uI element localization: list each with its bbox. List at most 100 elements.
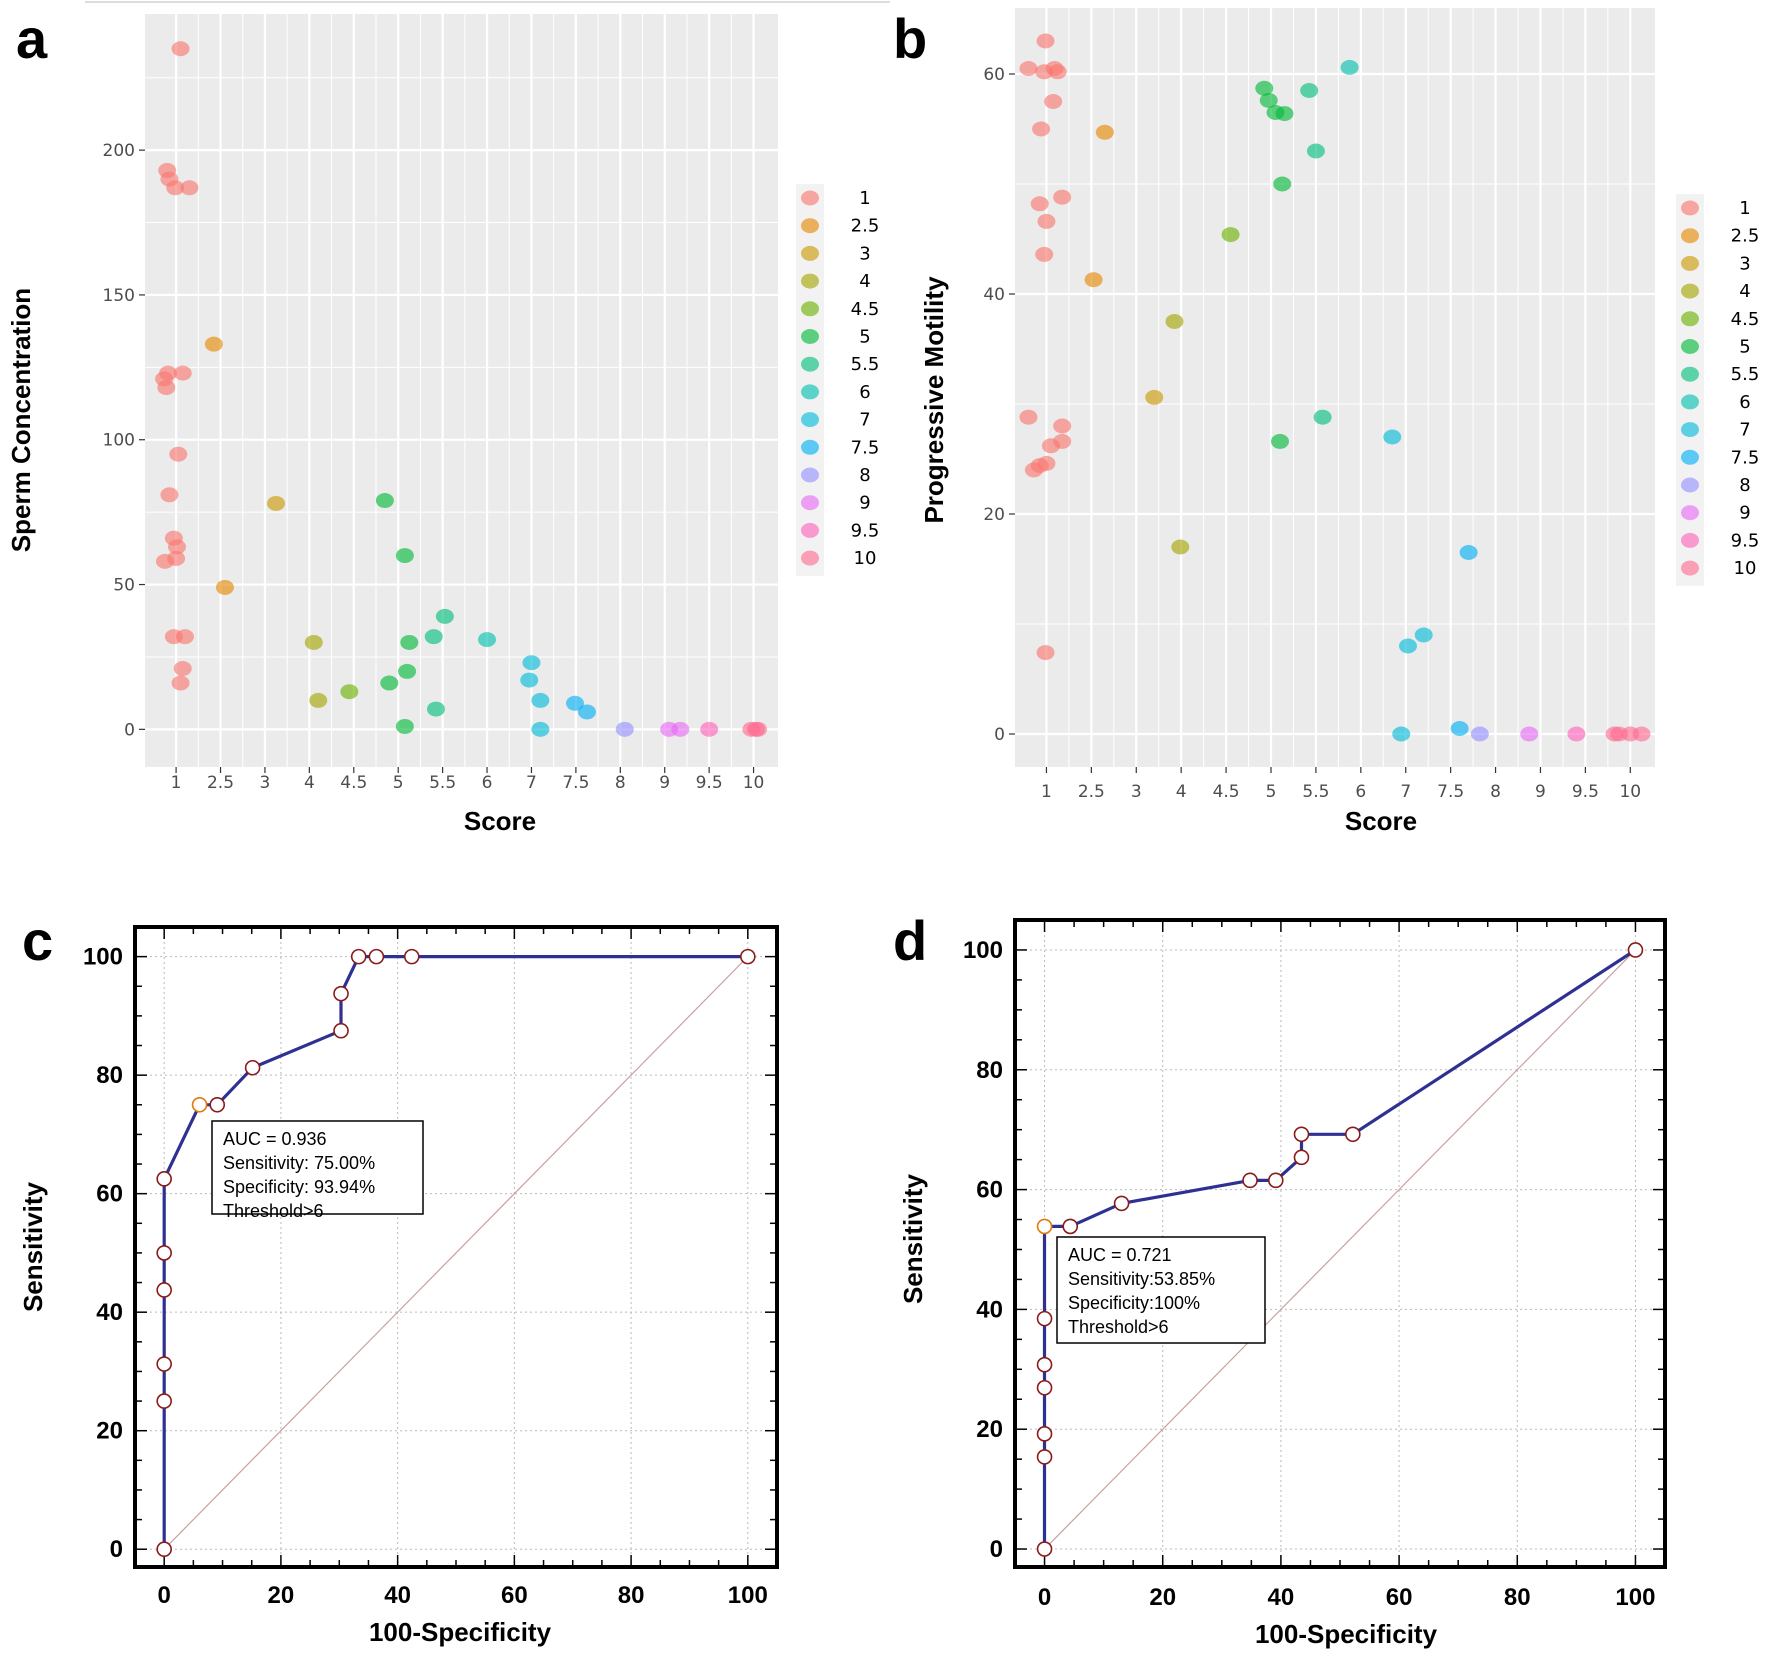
y-tick-label: 100 [103, 431, 135, 451]
x-tick-label: 6 [482, 773, 493, 793]
roc-point [156, 1171, 172, 1187]
roc-point [156, 1541, 172, 1558]
roc-point [403, 948, 420, 965]
data-point [520, 672, 539, 688]
legend-key [1681, 311, 1699, 327]
optimal-point [191, 1096, 208, 1113]
legend-key [1681, 422, 1699, 438]
x-tick-label: 60 [1386, 1584, 1413, 1611]
legend-label: 9.5 [851, 520, 880, 541]
data-point [1632, 726, 1651, 742]
plot-background [1015, 8, 1655, 767]
y-tick-label: 200 [103, 141, 135, 161]
data-point [398, 663, 417, 679]
data-point [173, 661, 192, 677]
roc-point [156, 1356, 172, 1372]
data-point [1035, 246, 1054, 262]
x-axis-title: 100-Specificity [1255, 1619, 1438, 1649]
legend-label: 7 [1739, 420, 1750, 441]
legend-label: 1 [859, 188, 870, 209]
x-axis-title: Score [464, 806, 536, 836]
roc-point [350, 948, 367, 965]
x-tick-label: 9.5 [696, 773, 723, 793]
y-tick-label: 60 [976, 1177, 1003, 1204]
data-point [1053, 189, 1072, 205]
data-point [531, 692, 550, 708]
roc-point [1036, 1426, 1053, 1442]
legend-key [801, 439, 819, 455]
legend-key [801, 329, 819, 344]
y-tick-label: 0 [994, 725, 1005, 745]
data-point [171, 41, 190, 57]
y-tick-label: 100 [83, 944, 123, 971]
legend-label: 9 [859, 493, 870, 514]
legend-label: 3 [1739, 253, 1750, 274]
legend-label: 3 [859, 243, 870, 264]
data-point [565, 695, 584, 711]
y-tick-label: 60 [983, 65, 1005, 85]
y-axis-title: Progressive Motility [919, 276, 949, 524]
y-tick-label: 20 [983, 505, 1005, 525]
data-point [340, 684, 359, 700]
data-point [1313, 409, 1332, 425]
data-point [1037, 213, 1056, 229]
legend-label: 5 [1739, 337, 1750, 358]
roc-point [1293, 1149, 1310, 1166]
legend-label: 2.5 [851, 216, 880, 237]
legend-key [1681, 339, 1699, 354]
annotation-line: Sensitivity:53.85% [1068, 1269, 1215, 1289]
x-tick-label: 80 [1504, 1584, 1531, 1611]
x-tick-label: 8 [1490, 782, 1501, 802]
data-point [1306, 143, 1325, 159]
data-point [1053, 418, 1072, 434]
roc-point [1036, 1310, 1053, 1327]
plot-background [145, 14, 778, 767]
roc-point [1267, 1172, 1284, 1189]
data-point [1340, 59, 1359, 75]
roc-point [156, 1393, 172, 1409]
data-point [1300, 83, 1319, 98]
data-point [175, 629, 194, 645]
x-tick-label: 40 [384, 1582, 411, 1609]
panel-letter-b: b [893, 7, 927, 70]
legend-key [1681, 366, 1699, 382]
y-tick-label: 80 [96, 1062, 123, 1089]
x-tick-label: 7 [526, 773, 537, 793]
roc-point [209, 1096, 226, 1113]
x-tick-label: 2.5 [207, 773, 234, 793]
x-tick-label: 0 [158, 1582, 171, 1609]
data-point [375, 493, 394, 509]
data-point [167, 539, 186, 555]
x-tick-label: 100 [1615, 1584, 1655, 1611]
y-tick-label: 20 [96, 1418, 123, 1445]
y-axis-title: Sensitivity [18, 1181, 48, 1312]
data-point [173, 365, 192, 381]
y-tick-label: 150 [103, 286, 135, 306]
y-tick-label: 100 [963, 937, 1003, 964]
data-point [1019, 61, 1038, 76]
data-point [395, 548, 414, 564]
data-point [1398, 638, 1417, 654]
annotation-box: AUC = 0.936 Sensitivity: 75.00% Specificit… [211, 1120, 424, 1221]
data-point [166, 180, 185, 196]
legend-label: 7 [859, 410, 870, 431]
legend-key [1681, 394, 1699, 410]
y-tick-label: 50 [113, 576, 135, 596]
data-point [180, 180, 199, 196]
x-tick-label: 5 [393, 773, 404, 793]
x-tick-label: 9 [1535, 782, 1546, 802]
roc-point [1293, 1126, 1310, 1143]
legend-key [1681, 255, 1699, 271]
y-tick-label: 80 [976, 1057, 1003, 1084]
roc-point [1345, 1126, 1361, 1143]
data-point [577, 704, 596, 720]
data-point [309, 692, 328, 708]
data-point [1041, 438, 1060, 454]
legend-label: 5 [859, 327, 870, 348]
y-axis-title: Sensitivity [898, 1173, 928, 1304]
legend-label: 10 [1734, 558, 1757, 579]
x-tick-label: 7.5 [1437, 782, 1464, 802]
data-point [1221, 227, 1240, 243]
data-point [304, 634, 323, 650]
roc-point [1062, 1218, 1079, 1235]
